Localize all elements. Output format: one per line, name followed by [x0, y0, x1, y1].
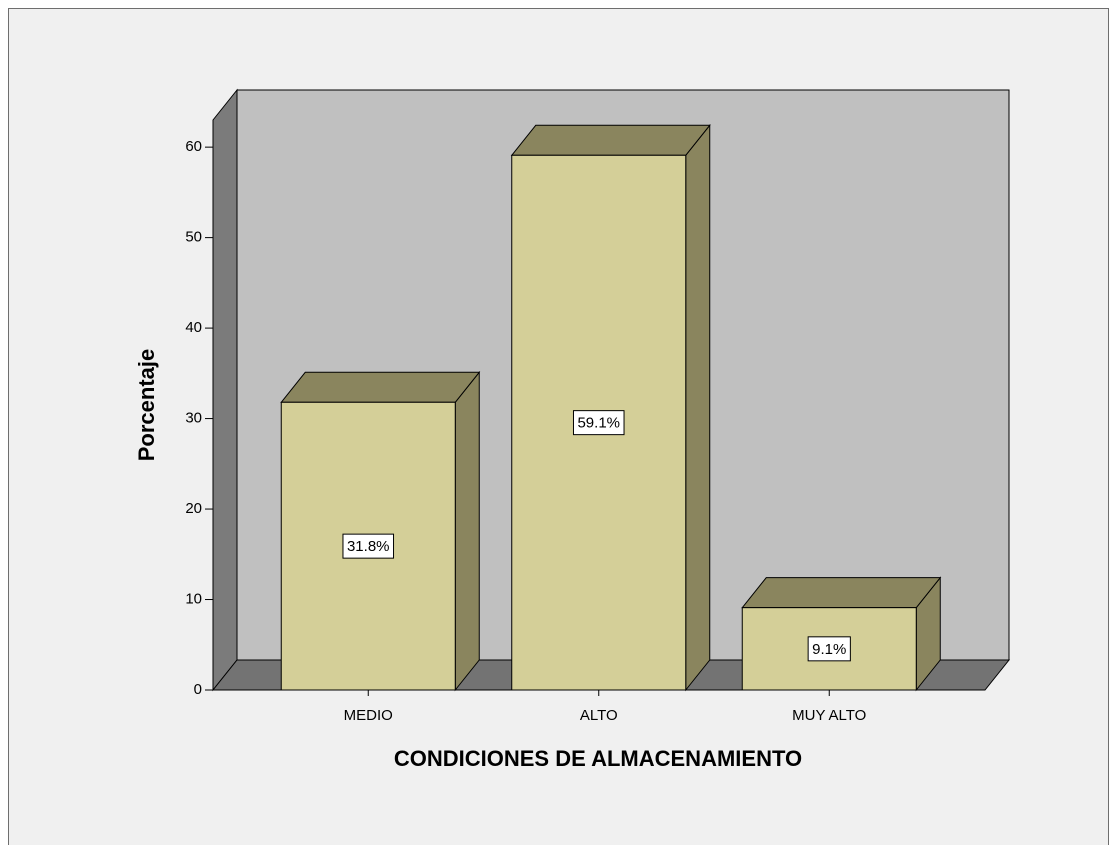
- x-tick-label: MUY ALTO: [792, 707, 866, 724]
- bar-side: [454, 370, 480, 692]
- y-tick-label: 20: [185, 500, 202, 517]
- bar-top: [741, 577, 942, 609]
- y-tick-label: 10: [185, 590, 202, 607]
- bar-top: [280, 371, 481, 403]
- value-label: 9.1%: [812, 641, 846, 658]
- value-label-box: [572, 410, 625, 436]
- x-axis-title: CONDICIONES DE ALMACENAMIENTO: [394, 746, 802, 771]
- y-tick-label: 0: [194, 681, 202, 698]
- value-label: 59.1%: [577, 415, 620, 432]
- value-label-box: [342, 533, 395, 559]
- left-wall: [212, 88, 238, 692]
- x-tick-label: ALTO: [580, 707, 618, 724]
- y-tick-label: 30: [185, 410, 202, 427]
- bar-side: [685, 123, 711, 692]
- y-tick-label: 40: [185, 319, 202, 336]
- value-label: 31.8%: [347, 538, 390, 555]
- x-tick-label: MEDIO: [344, 707, 393, 724]
- value-label-box: [807, 636, 851, 662]
- bar-top: [510, 124, 711, 156]
- y-axis-title: Porcentaje: [134, 349, 159, 462]
- y-tick-label: 50: [185, 229, 202, 246]
- y-tick-label: 60: [185, 138, 202, 155]
